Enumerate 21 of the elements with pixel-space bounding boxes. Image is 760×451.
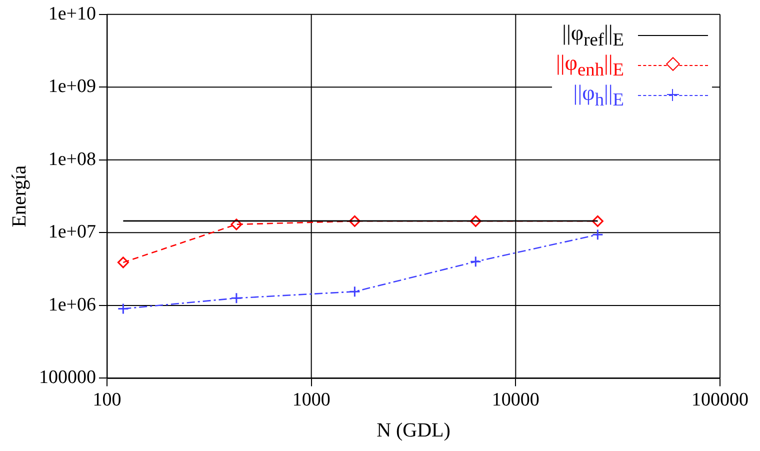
legend-label: ||φ$_{enh}$||$_{E}$ — [556, 50, 624, 80]
x-tick-label: 1000 — [292, 390, 330, 411]
point — [470, 256, 482, 268]
y-tick-label: 1e+08 — [48, 148, 96, 170]
y-tick-label: 1e+10 — [48, 3, 96, 24]
y-tick-label: 100000 — [39, 367, 96, 388]
y-tick-label: 1e+09 — [48, 76, 96, 98]
y-tick-label: 1e+07 — [48, 222, 96, 243]
y-axis-title: Energía — [8, 165, 30, 228]
point — [230, 292, 242, 304]
point — [470, 215, 482, 227]
legend-label: ||φ$_{ref}$||$_{E}$ — [562, 20, 624, 50]
point — [348, 215, 360, 227]
legend-label: ||φ$_{h}$||$_{E}$ — [573, 80, 624, 110]
x-tick-label: 100 — [92, 390, 122, 411]
point — [348, 286, 360, 298]
x-axis-title: N (GDL) — [376, 419, 450, 442]
x-tick-label: 10000 — [492, 390, 540, 411]
point — [230, 218, 242, 230]
y-tick-label: 1e+06 — [48, 294, 96, 316]
x-tick-label: 100000 — [692, 390, 748, 411]
